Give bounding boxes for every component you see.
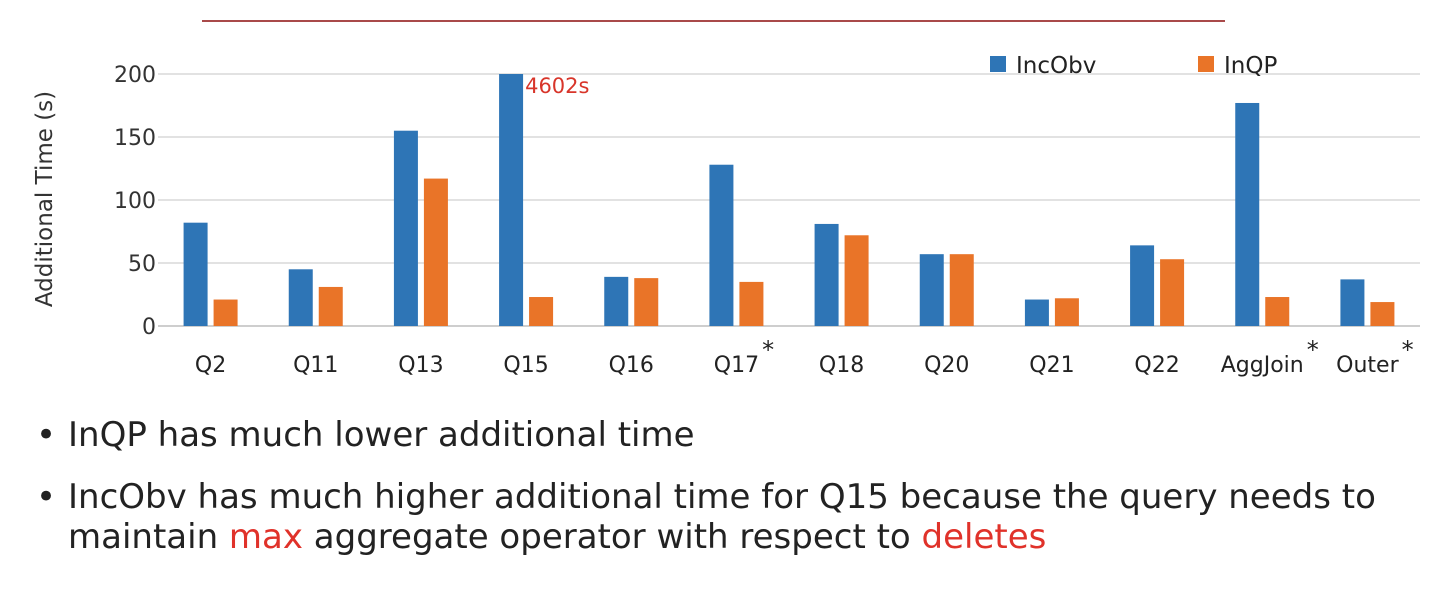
x-tick-label: Q13: [398, 353, 443, 378]
bar-inqp-outer: [1370, 302, 1395, 326]
x-tick-label: Q2: [195, 353, 226, 378]
bullet-dot: •: [36, 477, 57, 517]
bullet-text: aggregate operator with respect to: [303, 517, 922, 557]
bar-incobv-q22: [1130, 245, 1155, 326]
grid-lines: [158, 73, 1420, 327]
x-tick-label: Q15: [503, 353, 548, 378]
bar-inqp-q11: [318, 286, 343, 326]
bar-inqp-aggjoin: [1265, 297, 1290, 326]
bar-incobv-q18: [814, 223, 839, 326]
bullet-item: • InQP has much lower additional time: [36, 415, 1426, 455]
x-tick-label: Outer: [1336, 353, 1399, 378]
bar-inqp-q17: [739, 281, 764, 326]
annotation-label: 4602s: [525, 74, 589, 98]
x-axis-ticks: Q2 Q11 Q13 Q15 Q16 Q17*Q18 Q20 Q21 Q22 AggJoin*Ou…: [195, 336, 1414, 378]
bar-chart: 0 50 100 150 200 Additional Time (s) Q2 Q11 Q1…: [32, 20, 1420, 378]
legend: IncObv InQP: [990, 53, 1277, 79]
x-tick-label: Q18: [819, 353, 864, 378]
y-axis-ticks: 0 50 100 150 200: [114, 63, 156, 340]
bar-incobv-q11: [288, 269, 313, 326]
x-tick-label: Q20: [924, 353, 969, 378]
bar-incobv-q21: [1024, 299, 1049, 326]
legend-label-incobv: IncObv: [1016, 53, 1096, 79]
x-tick-label: AggJoin: [1221, 353, 1304, 378]
bullet-item: • IncObv has much higher additional time …: [36, 477, 1426, 557]
bar-inqp-q2: [213, 299, 238, 326]
x-tick-label: Q16: [609, 353, 654, 378]
bar-incobv-q2: [183, 222, 208, 326]
legend-swatch-incobv: [990, 56, 1006, 72]
x-tick-label: Q17: [714, 353, 759, 378]
bar-inqp-q18: [844, 235, 869, 326]
bars: [183, 74, 1395, 326]
x-tick-label: Q21: [1029, 353, 1074, 378]
annotations: 4602s: [525, 74, 589, 98]
bar-incobv-q16: [604, 276, 629, 326]
y-tick-label: 50: [128, 252, 156, 277]
bar-incobv-q17: [709, 164, 734, 326]
y-tick-label: 100: [114, 189, 156, 214]
bar-incobv-aggjoin: [1235, 102, 1260, 326]
bullet-text: InQP has much lower additional time: [68, 415, 695, 455]
bullet-list: • InQP has much lower additional time • Inc…: [36, 415, 1426, 579]
y-tick-label: 200: [114, 63, 156, 88]
x-tick-asterisk: *: [1402, 336, 1414, 364]
x-tick-asterisk: *: [762, 336, 774, 364]
y-axis-label: Additional Time (s): [32, 91, 58, 307]
bullet-dot: •: [36, 415, 57, 455]
highlighted-text: deletes: [921, 517, 1047, 557]
bar-incobv-q15: [499, 74, 524, 326]
x-tick-asterisk: *: [1307, 336, 1319, 364]
bar-inqp-q16: [634, 278, 659, 326]
y-tick-label: 0: [142, 315, 156, 340]
bar-inqp-q13: [423, 178, 448, 326]
bar-inqp-q15: [529, 297, 554, 326]
legend-label-inqp: InQP: [1224, 53, 1277, 79]
bullet-text: IncObv has much higher additional time f…: [68, 477, 1376, 557]
bar-inqp-q22: [1160, 259, 1185, 326]
legend-swatch-inqp: [1198, 56, 1214, 72]
highlighted-text: max: [228, 517, 303, 557]
x-tick-label: Q22: [1134, 353, 1179, 378]
x-tick-label: Q11: [293, 353, 338, 378]
bar-inqp-q20: [949, 254, 974, 326]
y-tick-label: 150: [114, 126, 156, 151]
bar-incobv-outer: [1340, 279, 1365, 326]
bar-incobv-q20: [919, 254, 944, 326]
bar-incobv-q13: [393, 130, 418, 326]
bar-inqp-q21: [1054, 298, 1079, 326]
